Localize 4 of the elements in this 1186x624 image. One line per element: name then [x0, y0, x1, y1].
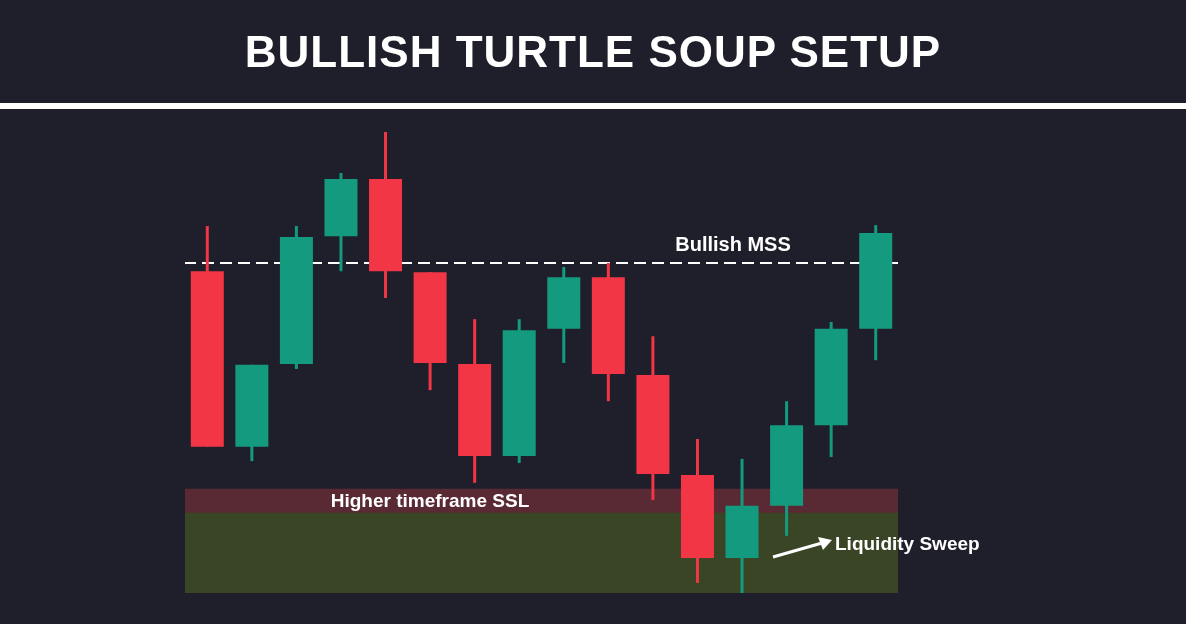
- band-label: Liquidity Sweep: [835, 532, 980, 554]
- ref-line-label: Bullish MSS: [675, 232, 791, 255]
- chart-title: BULLISH TURTLE SOUP SETUP: [243, 26, 943, 78]
- band-label: Higher timeframe SSL: [330, 490, 530, 512]
